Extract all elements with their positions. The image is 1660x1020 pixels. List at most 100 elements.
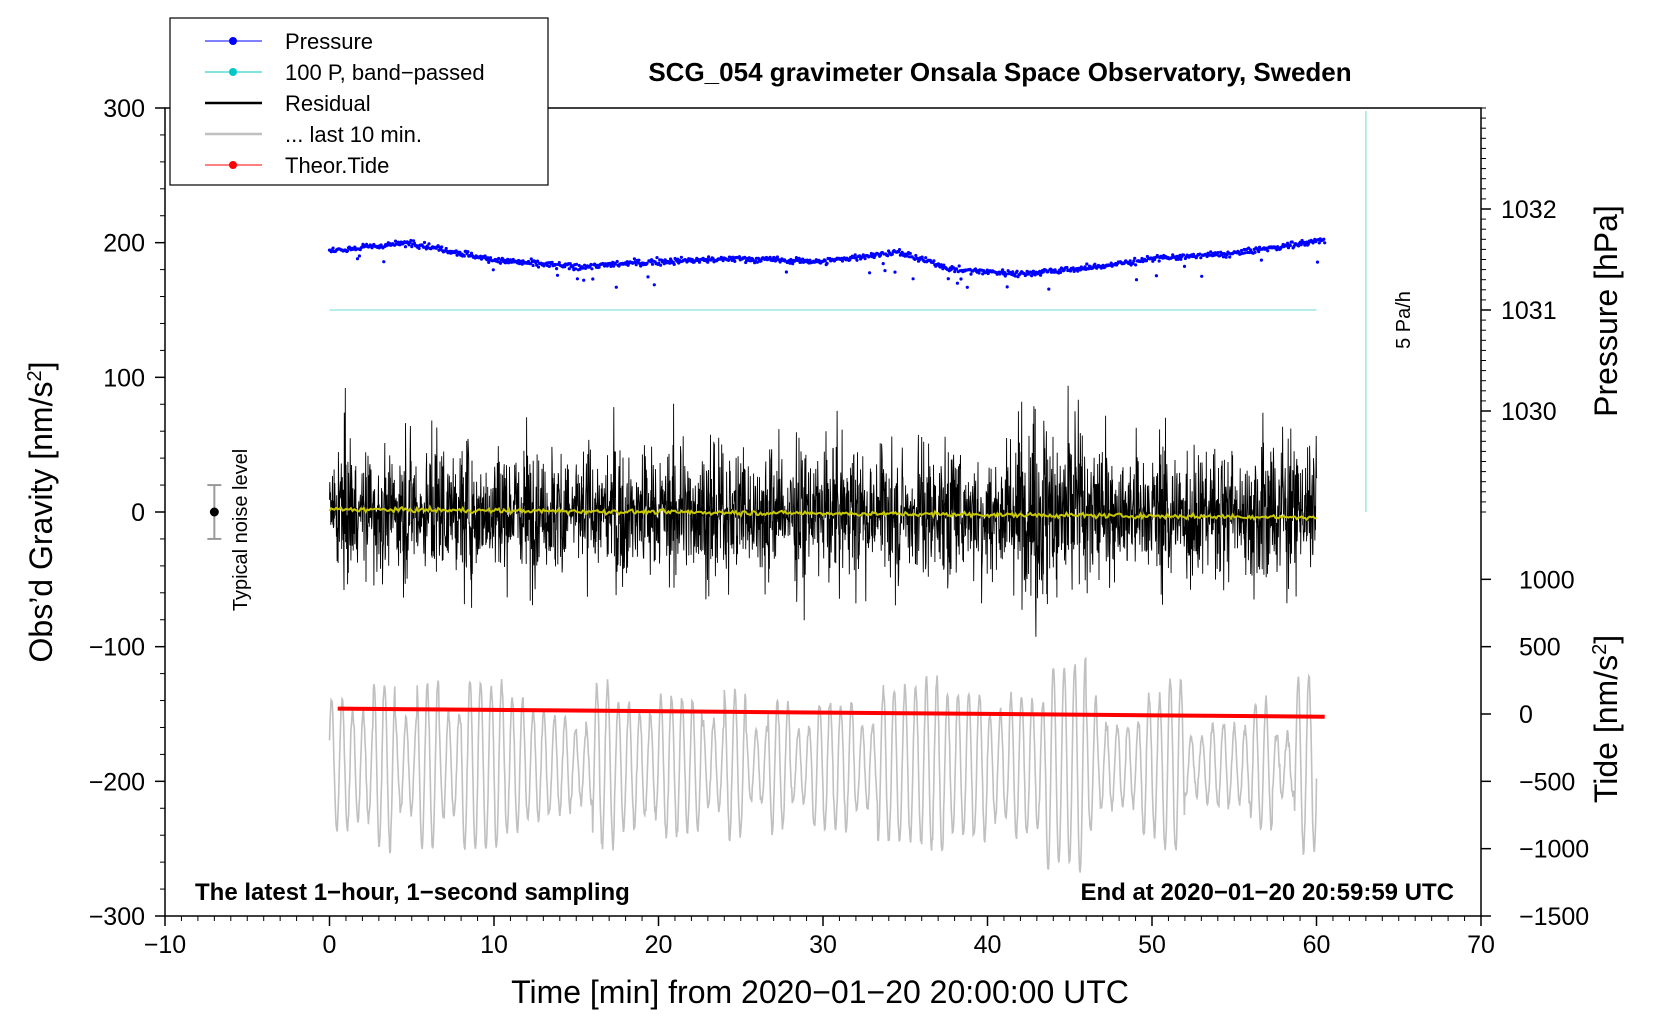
legend-label-tide: Theor.Tide <box>285 153 389 178</box>
pressure-point <box>893 270 897 274</box>
pressure-point <box>1239 248 1244 253</box>
x-tick-label: 30 <box>809 931 837 959</box>
pressure-point <box>488 256 493 260</box>
pressure-point <box>614 285 618 289</box>
pressure-point <box>396 240 400 244</box>
pressure-point <box>868 271 872 275</box>
y-tick-label: 200 <box>103 230 145 258</box>
y-tick-label: −300 <box>89 903 145 931</box>
pressure-point <box>840 259 845 263</box>
pressure-point <box>502 258 506 262</box>
tide-tick-label: −1000 <box>1519 836 1589 864</box>
pressure-point <box>645 261 649 265</box>
x-tick-label: 20 <box>645 931 673 959</box>
x-tick-label: 0 <box>323 931 337 959</box>
pressure-point <box>706 260 710 264</box>
pressure-point <box>672 262 676 266</box>
pressure-point <box>1047 287 1051 291</box>
x-tick-label: 40 <box>974 931 1002 959</box>
pressure-point <box>655 256 659 260</box>
pressure-point <box>794 256 799 260</box>
series-pressure <box>327 237 1327 291</box>
y-axis-label-tide-end: ] <box>1588 635 1624 644</box>
legend: Pressure 100 P, band−passed Residual ...… <box>169 17 549 186</box>
pressure-point <box>1216 251 1220 255</box>
pressure-point <box>346 249 350 253</box>
pressure-point <box>1015 269 1019 273</box>
pressure-point <box>568 262 572 266</box>
pressure-point <box>737 255 742 259</box>
x-tick-label: −10 <box>144 931 186 959</box>
pressure-point <box>1322 237 1326 241</box>
pressure-point <box>886 254 890 258</box>
pressure-point <box>1076 269 1080 273</box>
pressure-point <box>772 255 776 260</box>
legend-label-bandpassed: 100 P, band−passed <box>285 60 485 85</box>
pressure-point <box>410 245 414 249</box>
y-axis-label-left-end: ] <box>23 362 59 371</box>
pressure-point <box>1228 255 1232 259</box>
pressure-point <box>1133 256 1137 260</box>
legend-label-residual: Residual <box>285 91 371 116</box>
pressure-point <box>555 267 559 271</box>
pressure-point <box>1071 266 1075 270</box>
pressure-point <box>398 243 402 247</box>
pressure-point <box>483 254 487 258</box>
annotation-sampling: The latest 1−hour, 1−second sampling <box>195 879 630 906</box>
axis-ticks: −10 0 10 20 30 40 50 60 70−300−200−1000100200300… <box>89 95 1590 959</box>
pressure-point <box>1039 273 1043 277</box>
pressure-point <box>690 257 694 262</box>
pressure-point <box>707 255 711 259</box>
y-axis-label-pressure: Pressure [hPa] <box>1588 205 1624 417</box>
pressure-point <box>632 257 637 261</box>
pressure-point <box>1224 255 1228 259</box>
legend-box <box>169 17 549 186</box>
pressure-point <box>422 240 427 245</box>
pressure-point <box>1182 253 1186 257</box>
pressure-point <box>393 239 398 243</box>
pressure-point <box>444 246 448 251</box>
pressure-point <box>1005 285 1009 289</box>
y-tick-label: −100 <box>89 634 145 662</box>
pressure-point <box>646 275 650 279</box>
pressure-point <box>491 268 495 272</box>
pressure-point <box>331 246 335 250</box>
noise-level-label: Typical noise level <box>230 449 252 611</box>
pressure-point <box>668 261 672 265</box>
pressure-point <box>1013 274 1017 278</box>
pressure-point <box>639 264 643 268</box>
pressure-point <box>1317 241 1321 245</box>
scale-bar-label: 5 Pa/h <box>1393 291 1415 349</box>
tide-tick-label: −1500 <box>1519 903 1589 931</box>
x-tick-label: 60 <box>1303 931 1331 959</box>
pressure-point <box>1286 246 1291 250</box>
series-residual-smoothed-line <box>328 504 1317 522</box>
pressure-point <box>563 265 567 269</box>
pressure-point <box>634 263 638 267</box>
pressure-point <box>1140 256 1144 261</box>
pressure-point <box>412 239 416 243</box>
x-tick-label: 70 <box>1467 931 1495 959</box>
pressure-point <box>662 262 666 266</box>
pressure-point <box>590 267 594 271</box>
pressure-point <box>1001 268 1005 272</box>
pressure-point <box>531 263 535 268</box>
pressure-point <box>801 257 805 261</box>
pressure-point <box>747 256 751 260</box>
pressure-point <box>536 265 541 269</box>
pressure-point <box>1011 270 1015 274</box>
pressure-point <box>759 259 763 263</box>
series-residual-line <box>329 385 1317 637</box>
pressure-point <box>679 255 684 259</box>
pressure-point <box>403 245 408 249</box>
pressure-point <box>920 255 924 259</box>
pressure-point <box>412 241 417 245</box>
pressure-point <box>1131 261 1135 265</box>
pressure-point <box>571 265 575 269</box>
pressure-tick-label: 1031 <box>1501 297 1557 325</box>
pressure-point <box>914 253 918 258</box>
tide-tick-label: 500 <box>1519 634 1561 662</box>
pressure-point <box>1198 252 1202 256</box>
pressure-point <box>1004 272 1008 276</box>
pressure-point <box>959 277 963 281</box>
